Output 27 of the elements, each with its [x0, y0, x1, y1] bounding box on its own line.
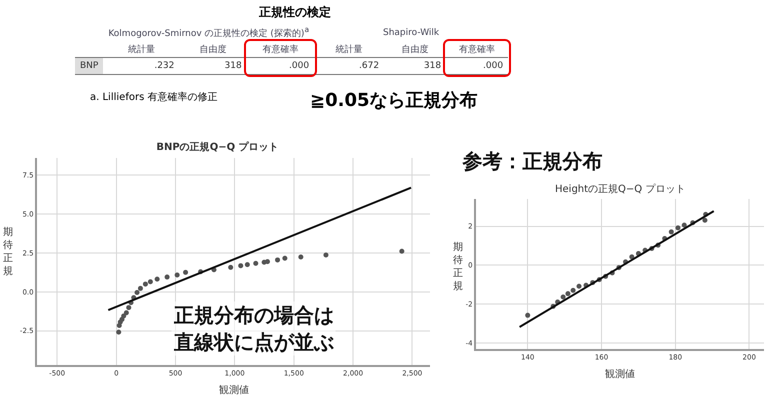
chart-title: 参考：正規分布	[462, 149, 603, 173]
text: .000	[483, 61, 504, 71]
text: .000	[289, 61, 310, 71]
text: Shapiro-Wilk	[382, 26, 440, 40]
category-label: 統計量	[126, 44, 156, 56]
category-label: 自由度	[198, 44, 228, 56]
chart-subtitle: Heightの正規Q−Q プロット	[555, 183, 686, 195]
text: 318	[424, 61, 442, 71]
text: 318	[224, 61, 242, 71]
category-label: 自由度	[400, 44, 430, 56]
category-label: BNP	[80, 61, 98, 71]
x-axis-title: 観測値	[605, 368, 635, 380]
text: .672	[359, 61, 380, 71]
x-axis-title: 観測値	[219, 384, 249, 396]
y-axis-title: 期待正規	[453, 241, 463, 292]
category-label: 有意確率	[458, 44, 496, 56]
text: 正規性の検定	[258, 4, 332, 21]
category-label: 統計量	[334, 44, 364, 56]
annotation: 直線状に点が並ぶ	[173, 330, 334, 354]
text: Kolmogorov-Smirnov の正規性の検定 (探索的)$^{a}$	[107, 24, 310, 41]
category-label: 有意確率	[261, 44, 300, 56]
text: a. Lilliefors 有意確率の修正	[90, 90, 218, 104]
annotation: 正規分布の場合は	[173, 303, 334, 327]
chart-title: BNPの正規Q−Q プロット	[156, 141, 279, 153]
y-axis-title: 期待正規	[3, 226, 13, 277]
text: ≧0.05なら正規分布	[310, 88, 478, 112]
text: .232	[154, 61, 174, 71]
